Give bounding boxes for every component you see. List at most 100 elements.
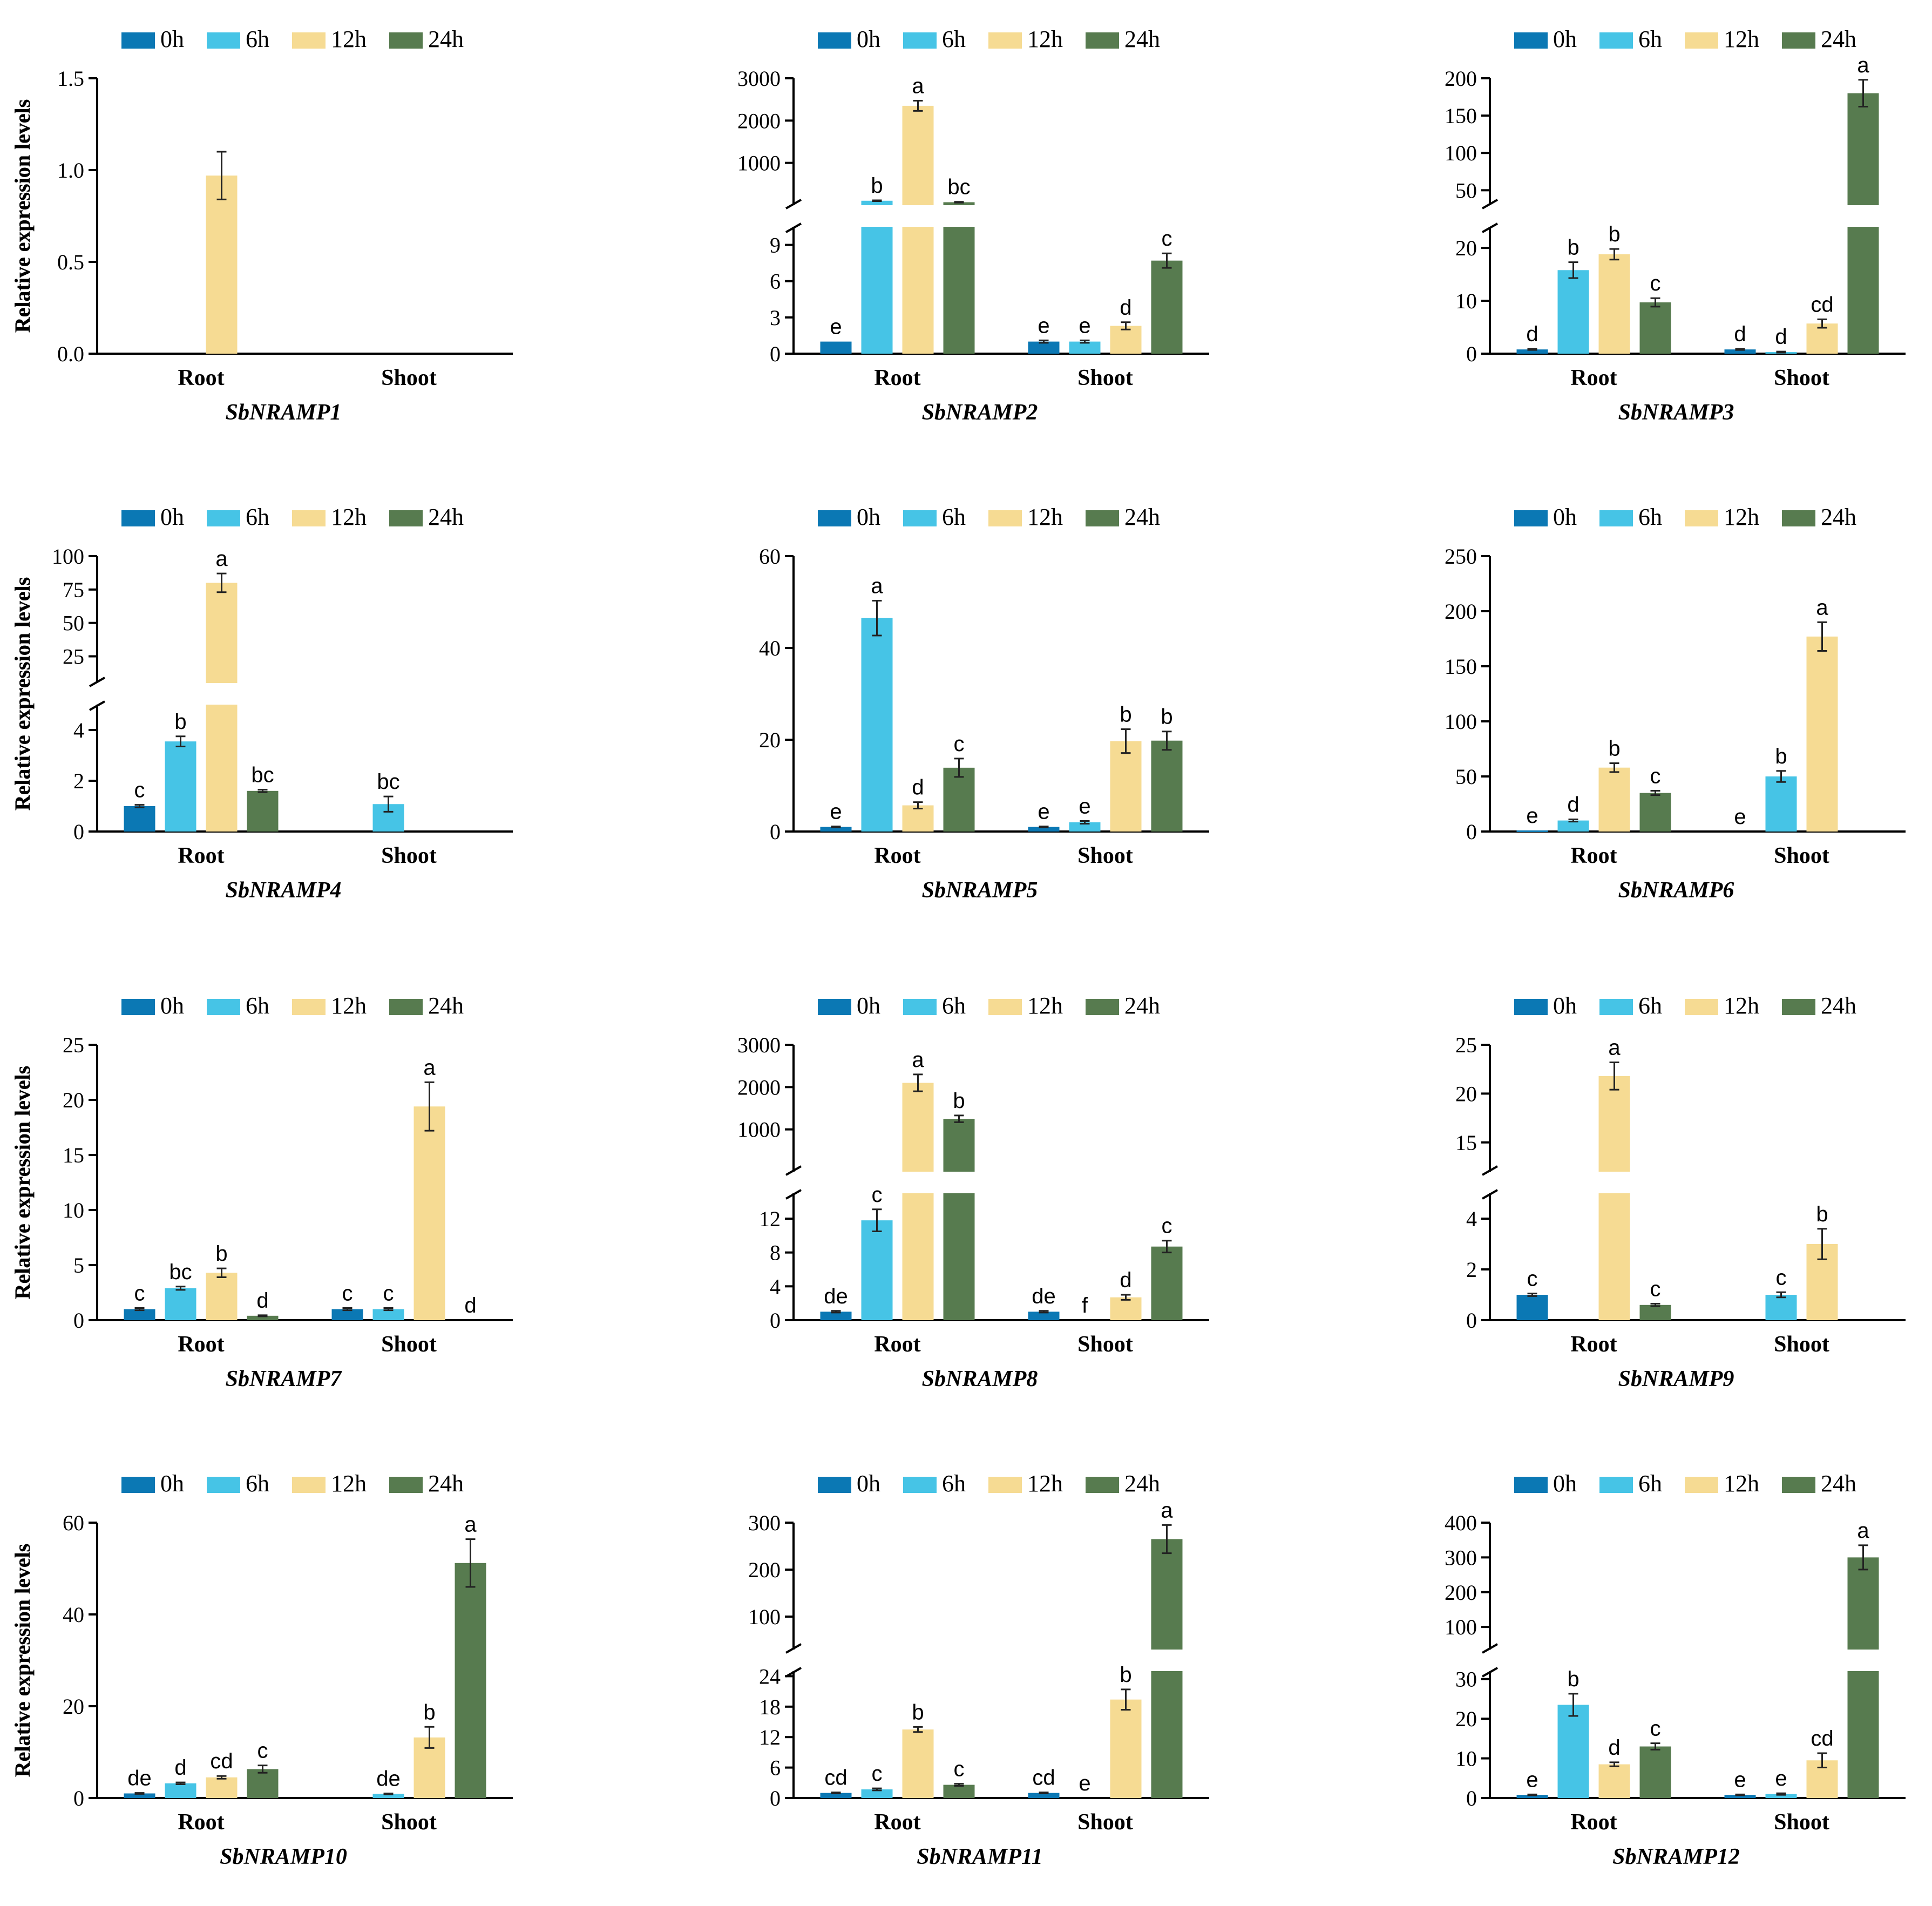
x-tick-label: Root — [874, 1810, 920, 1835]
legend-swatch-24h — [1782, 999, 1815, 1015]
bar-6h-shoot — [372, 1309, 404, 1320]
significance-label: e — [1734, 1768, 1746, 1792]
y-axis-title: Relative expression levels — [10, 99, 35, 333]
legend-swatch-6h — [1599, 1477, 1633, 1493]
significance-label: b — [1567, 236, 1579, 260]
bar-12h-shoot — [1806, 636, 1838, 832]
y-tick-label: 30 — [1455, 1667, 1477, 1692]
legend-swatch-24h — [1086, 510, 1119, 526]
significance-label: a — [423, 1056, 436, 1079]
group-shoot: e e cd a Shoot — [1724, 1519, 1879, 1835]
significance-label: cd — [1811, 1727, 1833, 1750]
significance-label: b — [1816, 1202, 1828, 1226]
group-shoot: Shoot — [381, 366, 437, 390]
significance-label: cd — [210, 1749, 233, 1773]
axes: 0 2 4 15 20 25 — [1455, 1033, 1906, 1333]
y-tick-label: 3000 — [737, 66, 781, 91]
bar-0h-root — [124, 1793, 155, 1798]
gene-title: SbNRAMP12 — [1612, 1844, 1740, 1869]
group-shoot: cd e b a Shoot — [1028, 1498, 1183, 1835]
y-tick-label: 50 — [1455, 178, 1477, 202]
bar-12h-root — [206, 175, 238, 354]
significance-label: bc — [251, 763, 274, 787]
bar-6h-shoot — [1069, 341, 1101, 354]
bar-6h-shoot — [372, 1794, 404, 1798]
axis-break-mark — [785, 1643, 802, 1654]
significance-label: a — [1161, 1498, 1173, 1522]
bar-24h-root — [943, 1785, 975, 1798]
group-root: de c a b Root — [820, 1048, 975, 1357]
bar-0h-shoot — [1724, 1795, 1756, 1798]
y-tick-label: 200 — [1445, 66, 1477, 91]
x-tick-label: Root — [178, 843, 224, 868]
legend-swatch-12h — [292, 999, 326, 1015]
bar-12h-root — [1598, 1764, 1630, 1798]
gene-title: SbNRAMP9 — [1618, 1367, 1734, 1391]
significance-label: bc — [169, 1260, 192, 1284]
legend-label-0h: 0h — [160, 504, 184, 530]
bar-12h-root-upper — [902, 105, 934, 205]
legend: 0h 6h 12h 24h — [121, 1470, 464, 1497]
bar-24h-shoot-upper — [1151, 1539, 1183, 1650]
significance-label: f — [1082, 1294, 1088, 1317]
axis-break-mark — [89, 700, 105, 711]
significance-label: e — [1079, 1772, 1090, 1795]
panel-sbnramp8: 0h 6h 12h 24h 0 4 8 12 1000 2000 3000 Relative expr… — [10, 992, 1209, 1391]
y-tick-label: 100 — [748, 1605, 781, 1629]
legend-swatch-24h — [389, 32, 423, 49]
significance-label: b — [1608, 737, 1620, 761]
y-tick-label: 400 — [1445, 1511, 1477, 1535]
significance-label: bc — [947, 175, 970, 199]
bar-12h-root — [206, 1273, 238, 1320]
legend-label-6h: 6h — [1638, 504, 1662, 530]
y-tick-label: 0 — [73, 1786, 84, 1810]
y-tick-label: 20 — [1455, 236, 1477, 260]
gene-title: SbNRAMP10 — [220, 1844, 347, 1869]
legend-swatch-24h — [1782, 510, 1815, 526]
bar-24h-shoot-upper — [1847, 93, 1879, 205]
bar-12h-root — [902, 1729, 934, 1798]
y-axis-title: Relative expression levels — [10, 577, 35, 811]
panel-sbnramp9: 0h 6h 12h 24h 0 2 4 15 20 25 Relative expression l… — [10, 992, 1906, 1391]
y-tick-label: 0 — [770, 1786, 781, 1810]
significance-label: c — [954, 1758, 965, 1781]
y-tick-label: 0.5 — [57, 250, 84, 274]
y-tick-label: 18 — [759, 1695, 781, 1719]
significance-label: de — [824, 1285, 848, 1308]
bar-24h-root — [1639, 1305, 1671, 1320]
bar-24h-root — [247, 790, 279, 832]
y-tick-label: 25 — [63, 645, 84, 669]
axes: 0 10 20 50 100 150 200 — [1445, 66, 1906, 366]
legend-label-24h: 24h — [1821, 1470, 1856, 1497]
y-tick-label: 100 — [1445, 709, 1477, 734]
y-tick-label: 10 — [1455, 1747, 1477, 1771]
x-tick-label: Root — [178, 1810, 224, 1835]
legend: 0h 6h 12h 24h — [1514, 992, 1856, 1019]
axis-break-mark — [785, 1667, 802, 1678]
legend: 0h 6h 12h 24h — [818, 992, 1160, 1019]
bar-12h-root — [902, 805, 934, 832]
legend-label-0h: 0h — [1553, 504, 1577, 530]
y-tick-label: 3000 — [737, 1033, 781, 1057]
significance-label: b — [174, 710, 186, 734]
significance-label: de — [127, 1767, 152, 1790]
y-axis-title: Relative expression levels — [10, 99, 35, 333]
bar-0h-root — [1516, 349, 1548, 354]
significance-label: a — [871, 574, 883, 598]
significance-label: c — [1776, 1266, 1787, 1289]
significance-label: b — [1120, 1663, 1131, 1687]
legend-label-0h: 0h — [857, 26, 880, 52]
panel-sbnramp7: 0h 6h 12h 24h 0 5 10 15 20 25 Relative expression … — [10, 992, 513, 1391]
bar-0h-root — [1516, 830, 1548, 832]
legend-label-6h: 6h — [942, 504, 966, 530]
legend: 0h 6h 12h 24h — [818, 26, 1160, 52]
y-tick-label: 200 — [1445, 1580, 1477, 1605]
y-tick-label: 40 — [63, 1603, 84, 1627]
axis-break-mark — [1482, 199, 1498, 209]
significance-label: c — [954, 732, 965, 756]
legend-swatch-12h — [988, 510, 1022, 526]
legend: 0h 6h 12h 24h — [121, 26, 464, 52]
